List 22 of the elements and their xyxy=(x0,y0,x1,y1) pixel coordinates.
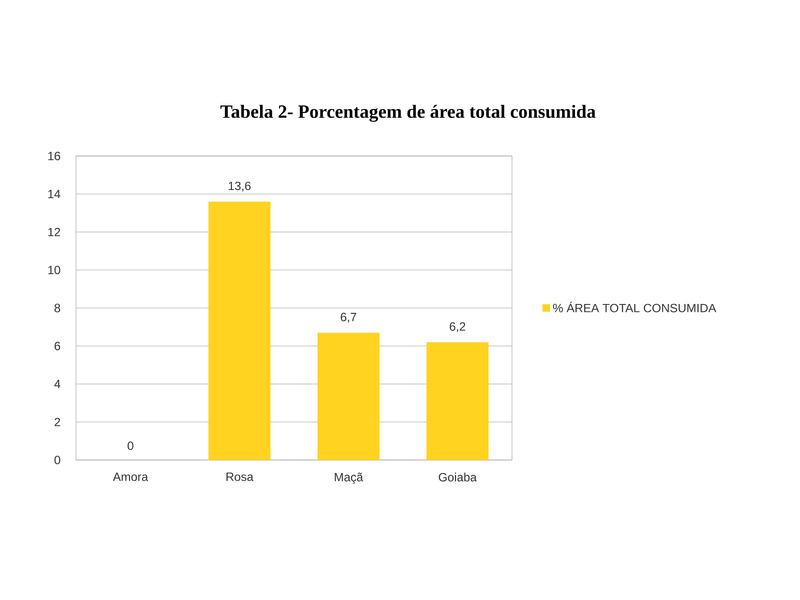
chart-title: Tabela 2- Porcentagem de área total consumida xyxy=(220,104,596,122)
data-label: 13,6 xyxy=(228,182,251,192)
data-label: 0 xyxy=(128,442,134,450)
x-tick-label: Rosa xyxy=(226,472,254,482)
x-tick-label: Amora xyxy=(112,472,148,482)
y-tick-label: 16 xyxy=(48,152,60,160)
bar xyxy=(426,342,488,460)
x-tick-label: Goiaba xyxy=(438,472,477,482)
legend-label: % ÁREA TOTAL CONSUMIDA xyxy=(553,302,716,312)
y-tick-label: 6 xyxy=(54,342,60,350)
y-tick-label: 12 xyxy=(48,228,60,236)
bar xyxy=(318,332,380,460)
x-tick-label: Maçã xyxy=(334,472,364,484)
y-tick-label: 10 xyxy=(48,266,60,274)
y-tick-label: 0 xyxy=(54,456,60,464)
data-label: 6,7 xyxy=(340,312,356,323)
y-tick-label: 8 xyxy=(54,304,60,312)
y-tick-label: 4 xyxy=(54,380,60,388)
bar xyxy=(208,202,270,460)
y-tick-label: 14 xyxy=(48,190,60,198)
data-label: 6,2 xyxy=(450,322,466,332)
y-tick-label: 2 xyxy=(54,418,60,426)
